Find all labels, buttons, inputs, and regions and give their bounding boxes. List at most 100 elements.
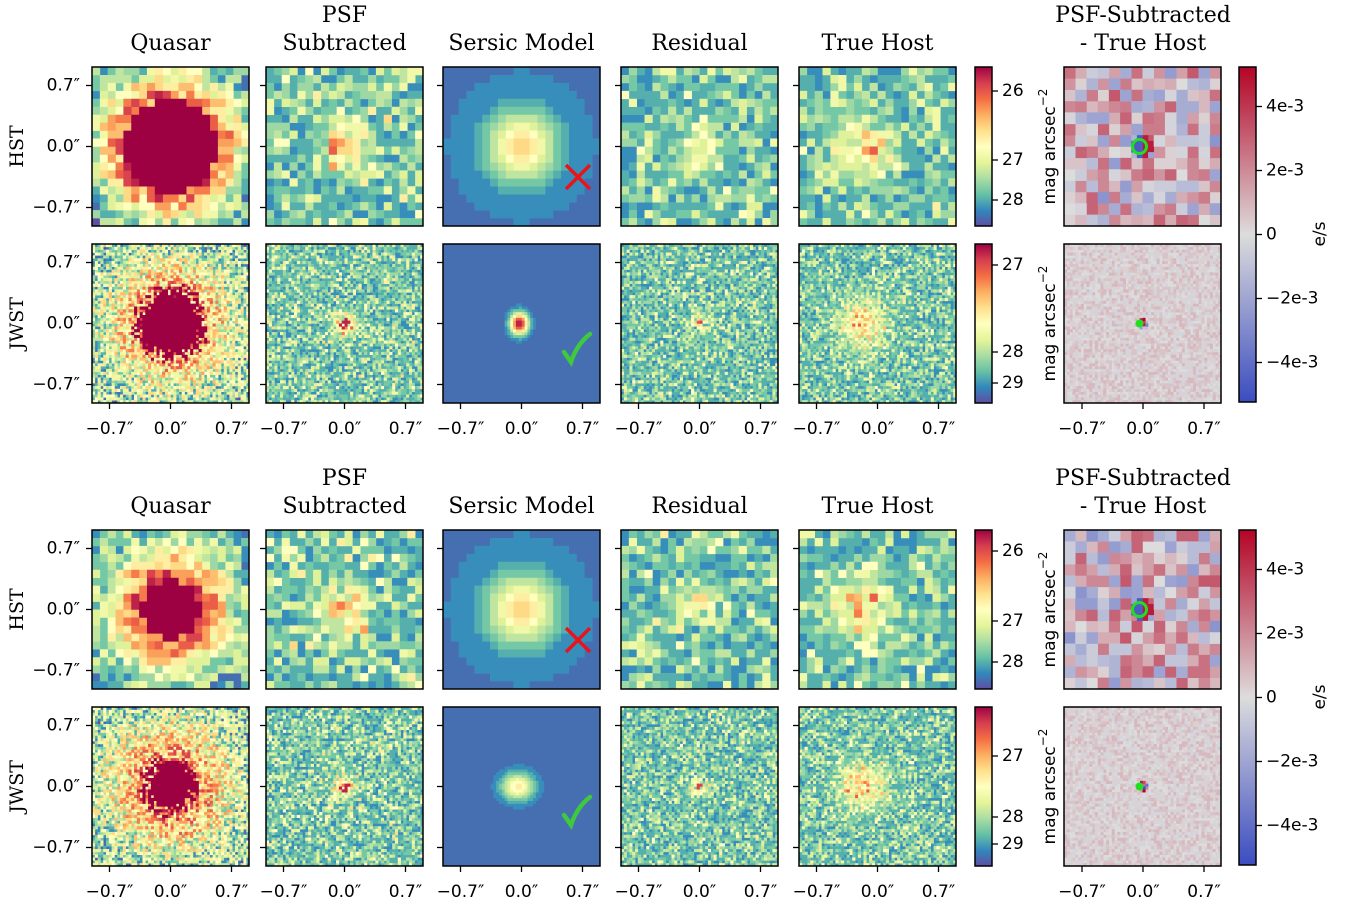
image: [92, 707, 250, 867]
x-tick-label: −0.7″: [615, 882, 663, 902]
image: [1064, 67, 1222, 227]
colorbar-tick-label: −4e-3: [1266, 353, 1318, 373]
pass-mark: [561, 331, 593, 367]
x-tick-label: 0.7″: [1187, 882, 1220, 902]
pixels: [1145, 783, 1149, 787]
x-tick-label: 0.7″: [744, 882, 777, 902]
y-tick-label: −0.7″: [32, 198, 80, 218]
y-tick-label: 0.7″: [47, 716, 80, 736]
pixels: [120, 732, 219, 838]
pixels: [111, 263, 230, 384]
y-tick-label: 0.7″: [47, 539, 80, 559]
pixels: [336, 320, 340, 324]
pixels: [1075, 78, 1211, 227]
pixels: [338, 783, 351, 793]
diff-colorbar: [1238, 66, 1257, 403]
pixels: [1064, 530, 1222, 678]
column-title: Subtracted: [282, 494, 406, 519]
colorbar-tick-label: 27: [1002, 150, 1024, 170]
pixels: [328, 138, 337, 147]
pixels: [510, 777, 528, 796]
pixels: [1064, 89, 1211, 215]
pixels: [333, 786, 337, 790]
x-tick-label: 0.0″: [1126, 419, 1159, 439]
pixels: [273, 67, 424, 227]
x-tick-label: 0.7″: [566, 882, 599, 902]
row-label: JWST: [6, 297, 28, 352]
pixels: [1145, 323, 1149, 327]
image: [799, 530, 957, 690]
pixels: [846, 789, 870, 799]
pixels: [1145, 786, 1149, 790]
pixels: [443, 530, 601, 690]
panel-frame: [1063, 529, 1222, 690]
pixels: [482, 569, 562, 650]
pixels: [111, 721, 233, 847]
colorbar-tick-label: 29: [1002, 834, 1024, 854]
pixels: [123, 553, 226, 658]
pixels: [115, 545, 226, 658]
pixels: [515, 783, 522, 790]
pixels: [92, 218, 101, 227]
mag-label: mag arcsec−2: [1036, 552, 1061, 668]
mag-label: mag arcsec−2: [1036, 266, 1061, 382]
x-tick-label: 0.7″: [744, 419, 777, 439]
pixels: [1145, 320, 1149, 324]
colorbar-tick-label: 26: [1002, 81, 1024, 101]
column-title: Subtracted: [282, 31, 406, 56]
pixels: [699, 320, 703, 324]
pixels: [266, 530, 424, 690]
pixels: [860, 309, 867, 327]
mag-label-text: mag arcsec: [1040, 569, 1060, 667]
pixels: [636, 67, 771, 227]
pixels: [92, 67, 242, 227]
colorbar-tick-label: 28: [1002, 342, 1024, 362]
pixels: [131, 569, 203, 610]
pixels: [621, 244, 779, 404]
pixels: [1075, 78, 1222, 215]
pixels: [799, 707, 957, 867]
pixels: [92, 246, 250, 404]
pixels: [861, 130, 886, 147]
image: [92, 67, 250, 227]
host-marker: [1131, 138, 1148, 155]
x-tick-label: −0.7″: [437, 419, 485, 439]
pixels: [515, 314, 522, 333]
image: [799, 707, 957, 867]
y-tick-label: 0.7″: [47, 76, 80, 96]
pixels: [341, 783, 345, 787]
row-label: HST: [6, 588, 28, 631]
pixels: [443, 67, 601, 227]
image: [443, 530, 601, 690]
image: [621, 244, 779, 404]
x-tick-label: 0.0″: [1126, 882, 1159, 902]
pixels: [443, 707, 601, 867]
pixels: [513, 138, 530, 155]
image: [1064, 530, 1222, 690]
column-title: Sersic Model: [448, 494, 594, 519]
y-tick-label: 0.0″: [47, 314, 80, 334]
x-tick-label: 0.0″: [328, 882, 361, 902]
pixels: [799, 707, 951, 867]
image: [799, 244, 957, 404]
pixels: [852, 323, 861, 327]
x-tick-label: 0.0″: [154, 882, 187, 902]
y-tick-label: −0.7″: [32, 661, 80, 681]
x-tick-label: 0.0″: [328, 419, 361, 439]
pixels: [266, 707, 424, 867]
image: [443, 707, 601, 867]
x-tick-label: 0.7″: [922, 882, 955, 902]
pixels: [1064, 101, 1222, 227]
pixels: [266, 537, 424, 690]
pixels: [1064, 530, 1177, 690]
column-title: True Host: [822, 494, 934, 519]
pixels: [313, 90, 408, 203]
pixels: [621, 90, 779, 219]
pixels: [1075, 101, 1188, 227]
x-tick-label: 0.7″: [922, 419, 955, 439]
column-title: Sersic Model: [448, 31, 594, 56]
image: [799, 67, 957, 227]
pixels: [1142, 317, 1146, 321]
pixels: [696, 320, 700, 324]
x-tick-label: −0.7″: [1058, 419, 1106, 439]
